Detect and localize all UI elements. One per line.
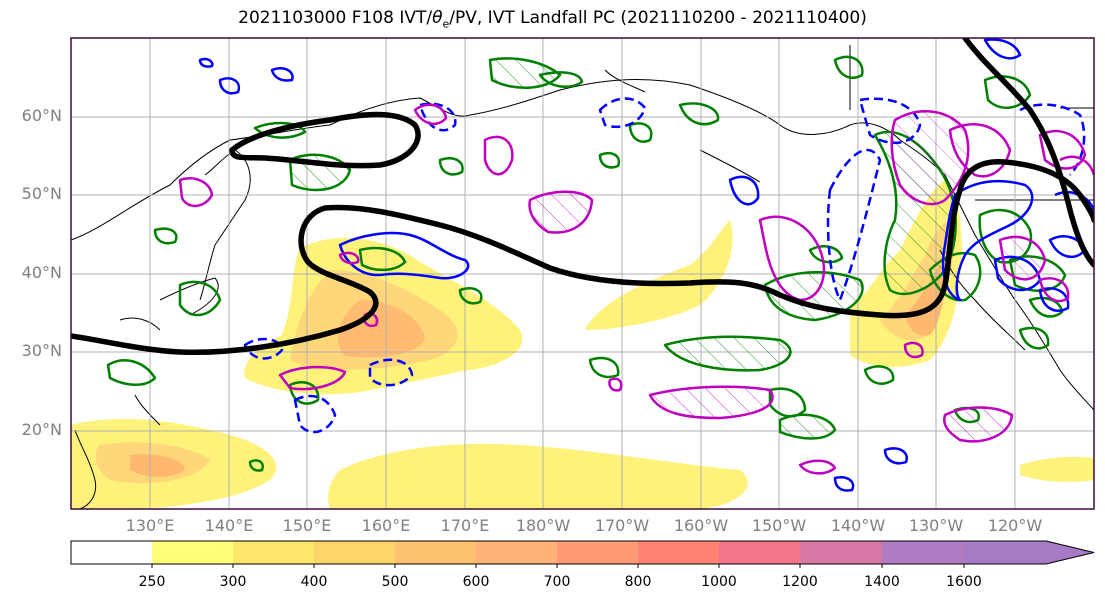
lon-label-130w: 130°W bbox=[908, 516, 964, 535]
pc-hatched bbox=[529, 111, 1045, 442]
colorbar-label-700: 700 bbox=[543, 574, 571, 590]
map-frame bbox=[70, 37, 1095, 510]
pv-contour bbox=[71, 38, 1094, 356]
colorbar-label-1000: 1000 bbox=[701, 574, 737, 590]
lat-label-30n: 30°N bbox=[21, 341, 62, 360]
lon-label-160e: 160°E bbox=[361, 516, 411, 535]
colorbar-label-300: 300 bbox=[219, 574, 247, 590]
colorbar bbox=[70, 540, 1095, 568]
lon-label-150e: 150°E bbox=[282, 516, 332, 535]
lon-label-180w: 180°W bbox=[515, 516, 571, 535]
lat-label-20n: 20°N bbox=[21, 420, 62, 439]
lon-label-160w: 160°W bbox=[673, 516, 729, 535]
lon-label-140w: 140°W bbox=[830, 516, 886, 535]
lon-label-120w: 120°W bbox=[987, 516, 1043, 535]
colorbar-label-1400: 1400 bbox=[864, 574, 900, 590]
colorbar-label-500: 500 bbox=[381, 574, 409, 590]
map-title: 2021103000 F108 IVT/θe/PV, IVT Landfall … bbox=[238, 8, 867, 31]
lon-label-170w: 170°W bbox=[594, 516, 650, 535]
theta-e-contours-blue bbox=[198, 38, 1094, 492]
colorbar-label-400: 400 bbox=[300, 574, 328, 590]
colorbar-label-1600: 1600 bbox=[946, 574, 982, 590]
lat-label-50n: 50°N bbox=[21, 184, 62, 203]
lat-label-60n: 60°N bbox=[21, 106, 62, 125]
colorbar-label-250: 250 bbox=[138, 574, 166, 590]
lon-label-170e: 170°E bbox=[440, 516, 490, 535]
lon-label-150w: 150°W bbox=[751, 516, 807, 535]
lat-label-40n: 40°N bbox=[21, 263, 62, 282]
colorbar-label-800: 800 bbox=[624, 574, 652, 590]
lon-label-140e: 140°E bbox=[204, 516, 254, 535]
colorbar-label-600: 600 bbox=[462, 574, 490, 590]
colorbar-label-1200: 1200 bbox=[782, 574, 818, 590]
lon-label-130e: 130°E bbox=[125, 516, 175, 535]
